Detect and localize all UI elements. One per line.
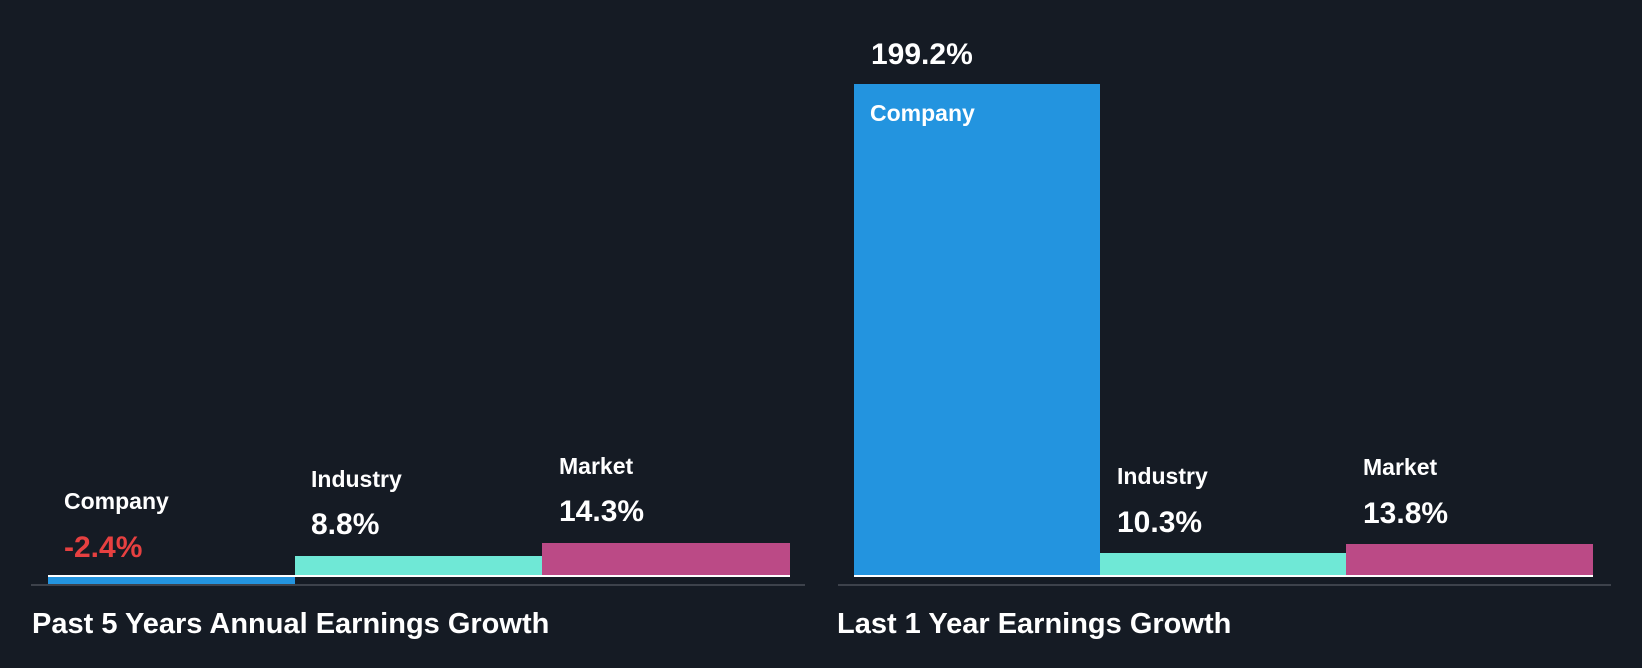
company-bar: [854, 84, 1100, 576]
zero-baseline: [48, 575, 790, 577]
company-label: Company: [870, 100, 975, 126]
chart-title: Past 5 Years Annual Earnings Growth: [32, 608, 550, 640]
market-bar: [542, 543, 790, 576]
company-value: -2.4%: [64, 531, 143, 564]
market-value: 14.3%: [559, 495, 645, 528]
industry-bar: [295, 556, 542, 576]
x-axis-line: [31, 584, 805, 586]
chart-title: Last 1 Year Earnings Growth: [837, 608, 1232, 640]
industry-bar: [1100, 553, 1346, 576]
market-label: Market: [559, 453, 634, 479]
industry-value: 10.3%: [1117, 506, 1203, 539]
market-label: Market: [1363, 454, 1438, 480]
past-5-years-chart: Company -2.4% Industry 8.8% Market 14.3%…: [31, 453, 805, 640]
industry-value: 8.8%: [311, 508, 380, 541]
company-bar: [48, 576, 295, 584]
x-axis-line: [838, 584, 1611, 586]
last-1-year-chart: 199.2% Company Industry 10.3% Market 13.…: [821, 0, 1642, 668]
market-bar: [1346, 544, 1593, 576]
market-value: 13.8%: [1363, 497, 1449, 530]
company-label: Company: [64, 488, 169, 514]
industry-label: Industry: [311, 466, 402, 492]
company-value: 199.2%: [871, 38, 973, 71]
zero-baseline: [854, 575, 1593, 577]
industry-label: Industry: [1117, 463, 1208, 489]
